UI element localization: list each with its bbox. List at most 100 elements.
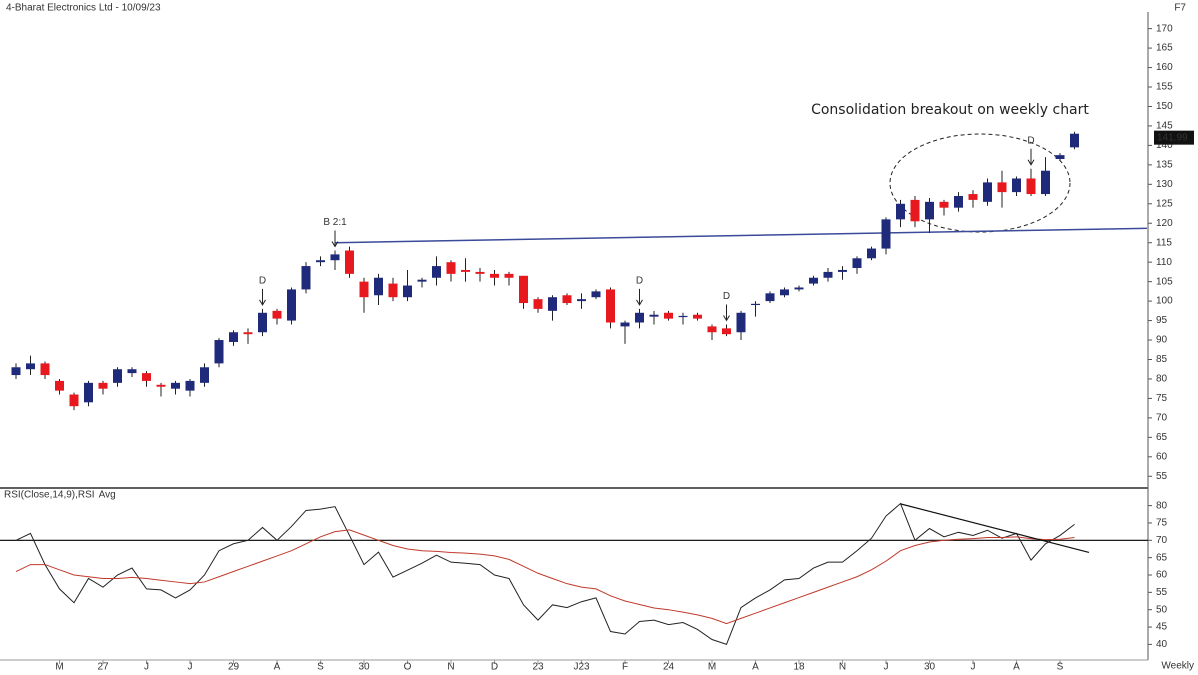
candle-body	[1055, 155, 1065, 160]
marker-arrow-head	[331, 241, 339, 248]
legend-entry: RSI(Close,14,9),RSI	[4, 490, 95, 501]
candle-body	[765, 293, 775, 302]
candle-body	[403, 285, 412, 298]
marker-arrow-head	[636, 299, 643, 306]
x-tick-label: J	[884, 662, 889, 673]
candle-body	[243, 332, 253, 335]
candle-body	[997, 182, 1007, 193]
candle-body	[214, 340, 224, 364]
y-tick-label: 115	[1156, 237, 1172, 248]
y-tick-label: 80	[1156, 374, 1168, 385]
candle-body	[171, 382, 180, 389]
candle-body	[345, 250, 354, 274]
rsi-line	[15, 502, 1075, 646]
y-tick-label: 85	[1156, 354, 1168, 365]
y-tick-label: 110	[1156, 257, 1172, 268]
candle-body	[693, 314, 702, 319]
marker-arrow-head	[723, 315, 730, 322]
x-tick-label: 30	[924, 662, 936, 673]
candle-body	[156, 384, 166, 387]
candle-body	[475, 271, 485, 274]
last-price-tag	[1154, 130, 1194, 145]
candle-body	[896, 203, 905, 220]
rsi-y-tick-label: 75	[1156, 518, 1168, 529]
x-tick-label: 29	[228, 662, 240, 673]
candle-body	[794, 287, 804, 290]
x-tick-label: D	[491, 662, 498, 673]
x-tick-label: J	[144, 662, 149, 673]
rsi-y-tick-label: 50	[1156, 604, 1168, 615]
x-tick-label: N	[447, 662, 454, 673]
y-tick-label: 55	[1156, 471, 1168, 482]
y-tick-label: 75	[1156, 393, 1168, 404]
x-tick-label: S	[317, 662, 324, 673]
candle-body	[954, 196, 963, 208]
chart-title: 4-Bharat Electronics Ltd - 10/09/23	[6, 3, 161, 14]
x-tick-label: J	[971, 662, 976, 673]
candle-body	[287, 289, 296, 321]
y-tick-label: 100	[1156, 296, 1173, 307]
y-tick-label: 125	[1156, 198, 1173, 209]
marker-arrow-head	[259, 299, 266, 306]
corner-label: F7	[1174, 3, 1186, 14]
candle-body	[40, 363, 50, 376]
candle-body	[562, 295, 572, 304]
candle-body	[1012, 178, 1021, 193]
candle-body	[968, 194, 978, 200]
x-tick-label: A	[752, 662, 759, 673]
rsi-y-tick-label: 55	[1156, 587, 1168, 598]
candle-body	[229, 332, 238, 342]
x-tick-label: J23	[573, 662, 590, 673]
candle-body	[852, 258, 862, 269]
candle-body	[838, 269, 847, 272]
candle-body	[504, 273, 514, 278]
legend-entry: Avg	[99, 490, 116, 501]
candle-body	[127, 369, 137, 374]
candle-body	[939, 201, 949, 208]
rsi-y-tick-label: 70	[1156, 535, 1168, 546]
candle-body	[1041, 170, 1050, 195]
x-tick-label: A	[274, 662, 281, 673]
candle-body	[69, 394, 79, 407]
candle-body	[272, 310, 282, 319]
candle-body	[461, 269, 470, 272]
x-tick-label: S	[1057, 662, 1064, 673]
x-tick-label: M	[708, 662, 716, 673]
candle-body	[780, 289, 789, 296]
y-tick-label: 90	[1156, 335, 1168, 346]
trendline	[334, 227, 1148, 244]
candle-body	[591, 291, 601, 298]
candle-body	[55, 380, 64, 391]
annotation: Consolidation breakout on weekly chart	[811, 102, 1089, 118]
candle-body	[736, 312, 746, 333]
candle-body	[330, 254, 340, 261]
x-tick-label: 30	[358, 662, 370, 673]
consolidation-ellipse	[889, 133, 1071, 233]
candle-body	[678, 315, 688, 318]
candle-body	[258, 312, 267, 333]
candle-body	[316, 260, 325, 263]
rsi-y-tick-label: 60	[1156, 570, 1168, 581]
y-tick-label: 155	[1156, 82, 1173, 93]
candle-body	[809, 277, 818, 284]
candle-body	[533, 299, 543, 309]
rsi-y-tick-label: 65	[1156, 552, 1168, 563]
candle-body	[722, 328, 731, 335]
last-price-label: 141.99	[1157, 132, 1188, 143]
candle-body	[577, 299, 586, 302]
candle-body	[983, 182, 992, 202]
rsi-y-tick-label: 80	[1156, 500, 1168, 511]
candle-body	[417, 279, 427, 282]
rsi-y-tick-label: 40	[1156, 639, 1168, 650]
candle-body	[519, 275, 528, 304]
rsi-line	[15, 529, 1075, 625]
candle-body	[11, 367, 21, 376]
y-tick-label: 160	[1156, 62, 1173, 73]
y-tick-label: 135	[1156, 160, 1173, 171]
rsi-trendline	[900, 503, 1090, 554]
candle-body	[26, 363, 35, 370]
marker-label: D	[723, 291, 730, 302]
candle-body	[548, 297, 557, 311]
candle-body	[1070, 133, 1079, 148]
